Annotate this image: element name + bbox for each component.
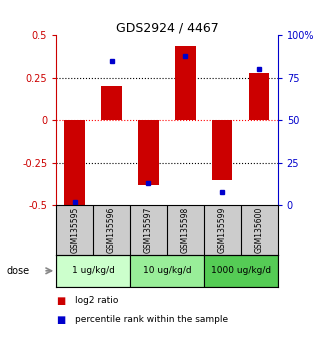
Bar: [249, 73, 269, 120]
Text: 10 ug/kg/d: 10 ug/kg/d: [143, 266, 191, 275]
Bar: [175, 46, 195, 120]
Text: 1 ug/kg/d: 1 ug/kg/d: [72, 266, 115, 275]
Bar: [138, 120, 159, 185]
Text: percentile rank within the sample: percentile rank within the sample: [75, 315, 229, 324]
Bar: [212, 120, 232, 180]
Bar: [204, 255, 278, 287]
Text: ■: ■: [56, 296, 65, 306]
Bar: [101, 86, 122, 120]
Text: ■: ■: [56, 315, 65, 325]
Title: GDS2924 / 4467: GDS2924 / 4467: [116, 21, 218, 34]
Text: log2 ratio: log2 ratio: [75, 296, 119, 304]
Text: dose: dose: [6, 266, 30, 276]
Text: 1000 ug/kg/d: 1000 ug/kg/d: [211, 266, 271, 275]
Text: GSM135598: GSM135598: [181, 207, 190, 253]
Text: GSM135596: GSM135596: [107, 207, 116, 253]
Bar: [65, 120, 85, 205]
Text: GSM135600: GSM135600: [255, 207, 264, 253]
Bar: [56, 255, 130, 287]
Text: GSM135597: GSM135597: [144, 207, 153, 253]
Text: GSM135599: GSM135599: [218, 207, 227, 253]
Bar: [130, 255, 204, 287]
Text: GSM135595: GSM135595: [70, 207, 79, 253]
